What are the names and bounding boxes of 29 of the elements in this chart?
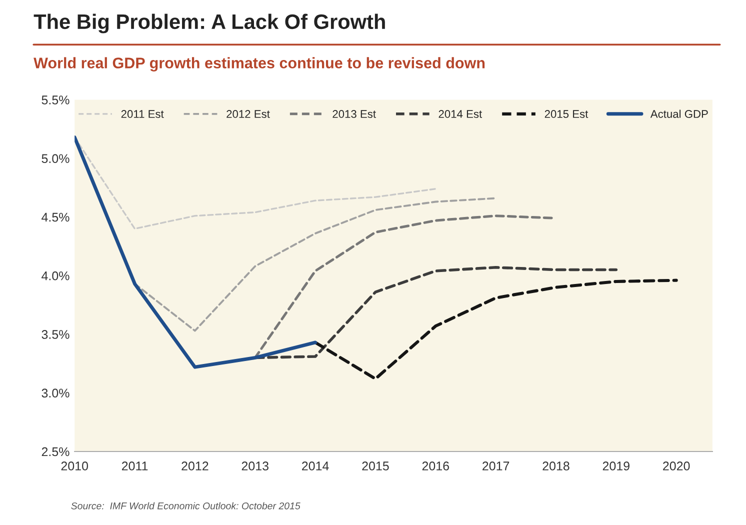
x-tick-label: 2016 bbox=[422, 462, 449, 470]
y-tick-label: 5.0% bbox=[42, 154, 70, 164]
x-tick-label: 2011 bbox=[122, 462, 148, 470]
y-tick-label: 4.5% bbox=[42, 212, 70, 222]
legend-label: 2012 Est bbox=[226, 110, 270, 118]
x-tick-label: 2012 bbox=[182, 462, 208, 470]
chart-title: The Big Problem: A Lack Of Growth bbox=[34, 14, 385, 34]
legend-label: 2013 Est bbox=[332, 110, 376, 118]
y-tick-label: 2.5% bbox=[42, 447, 70, 456]
legend-label: 2011 Est bbox=[121, 110, 164, 118]
y-tick-label: 5.5% bbox=[42, 96, 70, 104]
x-tick-label: 2017 bbox=[482, 462, 510, 470]
x-tick-label: 2013 bbox=[242, 462, 268, 470]
source-note: Source: IMF World Economic Outlook: October 2015 bbox=[71, 502, 300, 510]
x-tick-label: 2020 bbox=[663, 462, 690, 470]
legend-label: 2015 Est bbox=[544, 110, 588, 118]
chart-subtitle: World real GDP growth estimates continue to be revised down bbox=[34, 57, 485, 72]
x-tick-label: 2014 bbox=[302, 462, 329, 470]
y-tick-label: 3.5% bbox=[42, 330, 70, 339]
y-tick-label: 3.0% bbox=[42, 388, 70, 398]
line-series bbox=[74, 136, 318, 369]
legend-label: 2014 Est bbox=[438, 110, 482, 118]
x-tick-label: 2010 bbox=[61, 462, 88, 470]
line-series bbox=[314, 278, 678, 380]
x-tick-label: 2019 bbox=[602, 462, 630, 470]
legend-label: Actual GDP bbox=[650, 110, 708, 118]
x-tick-label: 2018 bbox=[542, 462, 570, 470]
x-tick-label: 2015 bbox=[362, 462, 389, 470]
y-tick-label: 4.0% bbox=[42, 271, 70, 280]
